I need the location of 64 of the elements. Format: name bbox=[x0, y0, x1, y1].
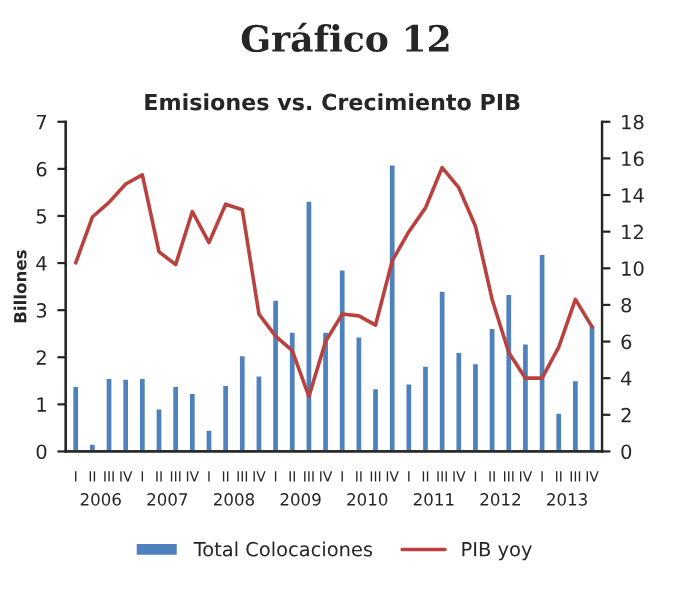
y-tick-label: 2 bbox=[36, 350, 46, 365]
bar bbox=[387, 162, 398, 452]
bar bbox=[103, 376, 115, 452]
legend-label: Total Colocaciones bbox=[193, 541, 373, 557]
y2-tick-label: 10 bbox=[622, 261, 644, 276]
text: 2012 bbox=[480, 493, 520, 506]
text: 2007 bbox=[147, 493, 188, 506]
bar bbox=[403, 381, 414, 452]
bar bbox=[353, 334, 365, 452]
bar bbox=[320, 329, 331, 452]
bar bbox=[153, 406, 165, 452]
y-axis-title: Billones bbox=[13, 250, 27, 323]
text: 2008 bbox=[213, 493, 255, 506]
chart-subtitle: Emisiones vs. Crecimiento PIB bbox=[145, 93, 520, 111]
bar bbox=[220, 383, 231, 452]
y-tick-label: 1 bbox=[37, 397, 46, 412]
bar bbox=[120, 377, 131, 452]
y2-tick-label: 14 bbox=[622, 188, 644, 203]
bar bbox=[586, 322, 598, 452]
text: 2010 bbox=[347, 493, 388, 506]
y-tick-label: 7 bbox=[36, 114, 47, 130]
y2-tick-label: 16 bbox=[622, 151, 644, 167]
bar bbox=[453, 350, 464, 452]
bar bbox=[237, 353, 248, 452]
y2-tick-label: 2 bbox=[621, 407, 631, 423]
legend-label: PIB yoy bbox=[462, 542, 532, 561]
chart-title: Gráfico 12 bbox=[241, 22, 449, 53]
y2-tick-label: 0 bbox=[621, 444, 632, 460]
text: 2013 bbox=[547, 493, 587, 506]
bar bbox=[437, 288, 448, 452]
y2-tick-label: 8 bbox=[621, 297, 632, 313]
y-tick-label: 3 bbox=[36, 303, 47, 318]
bar bbox=[553, 410, 564, 452]
bar bbox=[486, 326, 498, 452]
bar bbox=[287, 329, 298, 452]
y2-tick-label: 18 bbox=[622, 114, 644, 130]
bar bbox=[303, 199, 315, 452]
text: 2011 bbox=[413, 493, 454, 506]
bar bbox=[570, 378, 581, 452]
bar bbox=[187, 391, 198, 452]
bar bbox=[536, 252, 548, 452]
bar bbox=[420, 363, 431, 452]
bar bbox=[253, 373, 265, 452]
bar bbox=[203, 427, 215, 452]
bar bbox=[520, 341, 531, 452]
bar bbox=[337, 267, 348, 452]
bar bbox=[170, 384, 181, 452]
bar bbox=[137, 376, 148, 452]
bar bbox=[503, 292, 514, 452]
line-series bbox=[73, 165, 594, 399]
y2-tick-label: 12 bbox=[622, 224, 643, 240]
y-tick-label: 5 bbox=[36, 209, 46, 224]
bar bbox=[87, 442, 98, 452]
bar bbox=[470, 361, 481, 452]
text: 2009 bbox=[280, 493, 321, 506]
y-tick-label: 0 bbox=[36, 444, 47, 460]
text: 2006 bbox=[80, 493, 121, 506]
y2-tick-label: 6 bbox=[621, 334, 632, 350]
y-tick-label: 4 bbox=[36, 256, 47, 271]
y2-tick-label: 4 bbox=[621, 371, 632, 386]
bar bbox=[70, 384, 81, 452]
bar bbox=[370, 386, 381, 452]
y-tick-label: 6 bbox=[36, 161, 47, 177]
bar bbox=[270, 297, 281, 452]
